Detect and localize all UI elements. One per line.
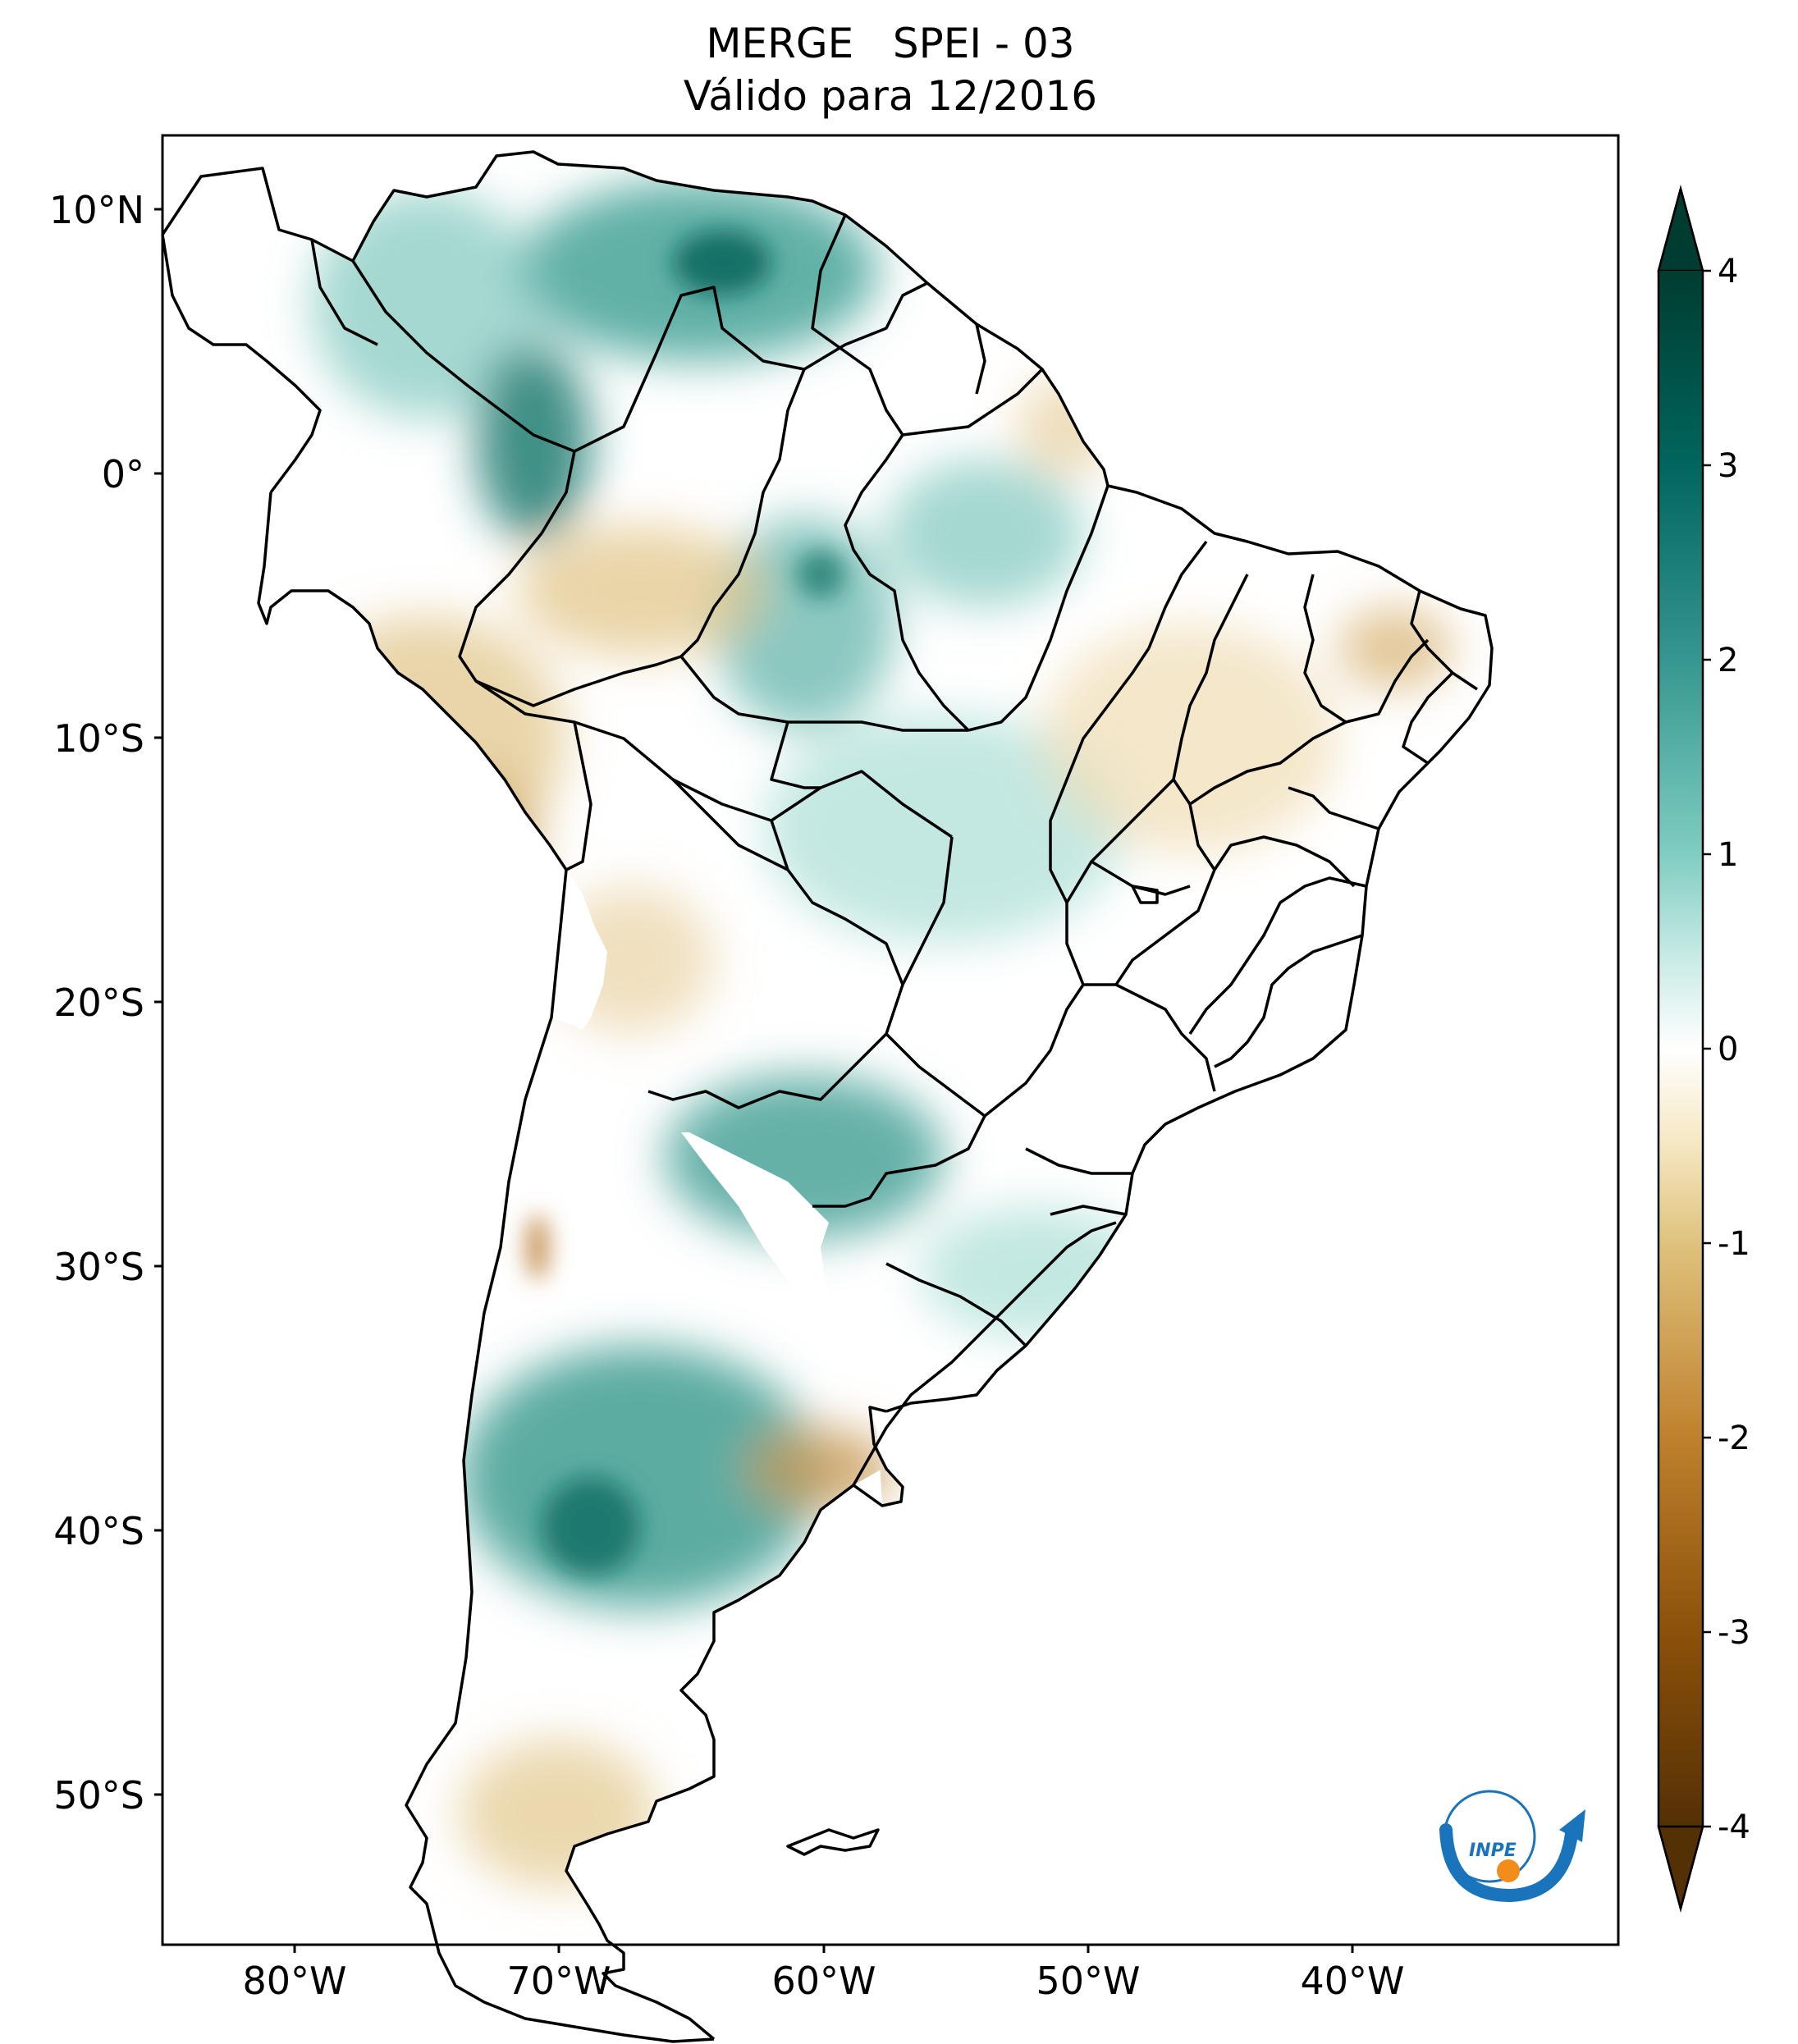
lat-tick-label: 10°N — [49, 188, 144, 232]
lon-tick-label: 40°W — [1300, 1959, 1404, 2003]
inpe-logo-icon: INPE — [1439, 1790, 1585, 1903]
map-title: MERGE SPEI - 03 — [706, 20, 1075, 67]
lat-tick-label: 30°S — [53, 1245, 144, 1289]
colorbar-tick-label: 1 — [1718, 836, 1738, 874]
colorbar-extend-bottom — [1657, 1825, 1704, 1913]
spei-field — [162, 152, 1492, 1945]
longitude-labels: 80°W 70°W 60°W 50°W 40°W — [242, 1959, 1404, 2003]
map-subtitle: Válido para 12/2016 — [683, 72, 1098, 120]
colorbar-tick-label: 0 — [1718, 1031, 1738, 1068]
lat-tick-label: 10°S — [53, 716, 144, 761]
colorbar-tick-label: 4 — [1718, 253, 1738, 290]
lon-tick-label: 60°W — [771, 1959, 876, 2003]
colorbar-tick-label: -1 — [1718, 1225, 1750, 1263]
colorbar: 4 3 2 1 0 -1 -2 -3 -4 — [1657, 185, 1750, 1913]
colorbar-extend-top — [1657, 185, 1704, 272]
colorbar-tick-label: 2 — [1718, 642, 1738, 679]
lat-tick-label: 50°S — [53, 1773, 144, 1818]
colorbar-tick-label: -4 — [1718, 1809, 1750, 1846]
axis-tick-marks — [154, 208, 1354, 1953]
latitude-labels: 10°N 0° 10°S 20°S 30°S 40°S 50°S — [49, 188, 144, 1818]
lat-tick-label: 0° — [102, 452, 144, 496]
lat-tick-label: 40°S — [53, 1509, 144, 1553]
plot-frame — [161, 134, 1620, 1946]
colorbar-tick-label: -2 — [1718, 1420, 1750, 1457]
political-borders — [161, 150, 1494, 2043]
colorbar-gradient — [1658, 271, 1703, 1827]
colorbar-tick-label: -3 — [1718, 1614, 1750, 1652]
lon-tick-label: 50°W — [1036, 1959, 1140, 2003]
logo-text: INPE — [1469, 1841, 1517, 1861]
lat-tick-label: 20°S — [53, 981, 144, 1025]
lon-tick-label: 80°W — [242, 1959, 346, 2003]
colorbar-tick-label: 3 — [1718, 447, 1738, 485]
lon-tick-label: 70°W — [506, 1959, 611, 2003]
